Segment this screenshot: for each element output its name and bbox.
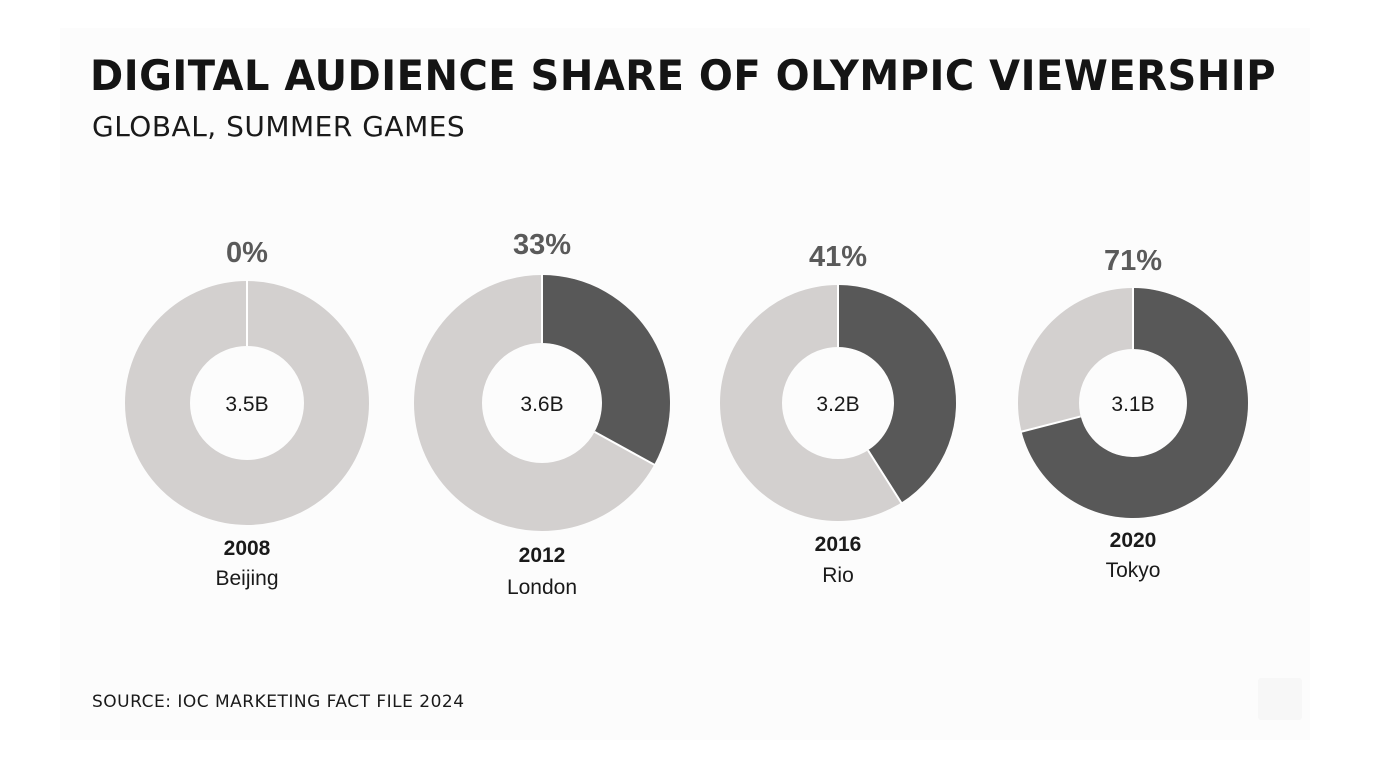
donut-2012: 33% 3.6B 2012 London: [414, 229, 670, 599]
donut-2020: 71% 3.1B 2020 Tokyo: [1018, 245, 1248, 582]
year-label-2012: 2012: [519, 544, 566, 567]
total-label-2008: 3.5B: [225, 393, 268, 416]
percent-label-2012: 33%: [513, 229, 571, 261]
slice-digital-2012: [542, 275, 670, 465]
total-label-2016: 3.2B: [816, 393, 859, 416]
donut-2008: 0% 3.5B 2008 Beijing: [125, 237, 369, 590]
chart-card: [60, 28, 1310, 740]
city-label-2020: Tokyo: [1106, 559, 1161, 582]
percent-label-2020: 71%: [1104, 245, 1162, 277]
slice-digital-2020: [1021, 288, 1248, 518]
city-label-2012: London: [507, 576, 577, 599]
city-label-2016: Rio: [822, 564, 854, 587]
slice-divider-end-2012: [594, 431, 656, 467]
donut-2016: 41% 3.2B 2016 Rio: [720, 241, 956, 587]
source-note: SOURCE: IOC MARKETING FACT FILE 2024: [92, 692, 465, 712]
slice-divider-end-2020: [1020, 415, 1081, 433]
corner-widget: [1258, 678, 1302, 720]
total-label-2012: 3.6B: [520, 393, 563, 416]
slice-digital-2016: [838, 285, 956, 503]
year-label-2020: 2020: [1110, 529, 1157, 552]
chart-subtitle: GLOBAL, SUMMER GAMES: [92, 110, 466, 143]
city-label-2008: Beijing: [215, 567, 278, 590]
total-label-2020: 3.1B: [1111, 393, 1154, 416]
chart-title: DIGITAL AUDIENCE SHARE OF OLYMPIC VIEWER…: [90, 52, 1277, 101]
year-label-2016: 2016: [815, 533, 862, 556]
slice-divider-end-2016: [867, 449, 903, 505]
year-label-2008: 2008: [224, 537, 271, 560]
percent-label-2016: 41%: [809, 241, 867, 273]
percent-label-2008: 0%: [226, 237, 268, 269]
